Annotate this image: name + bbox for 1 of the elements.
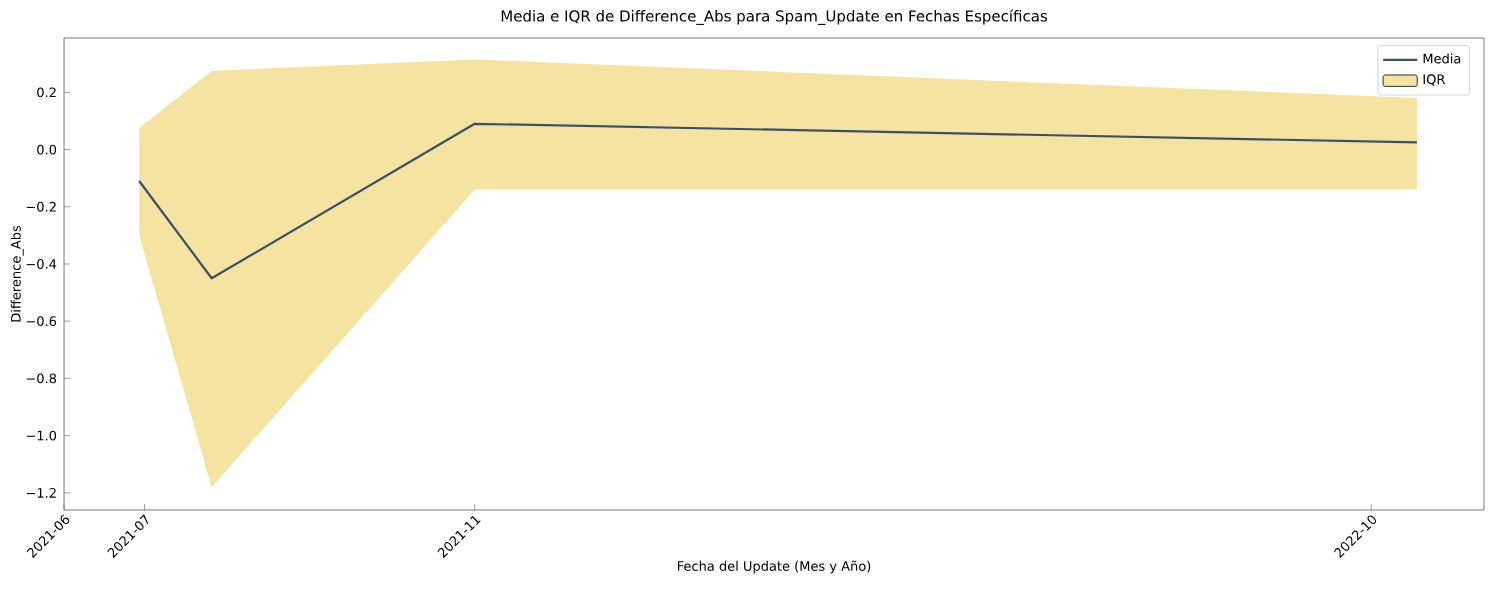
line-series	[138, 122, 1418, 280]
